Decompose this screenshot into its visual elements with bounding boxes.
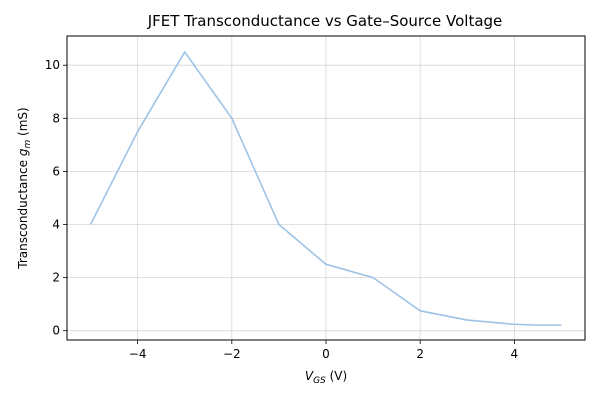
y-tick-label: 8 <box>52 111 60 125</box>
series-layer <box>89 51 562 326</box>
x-tick-label: 0 <box>322 347 330 361</box>
x-axis-label-unit: (V) <box>326 369 347 383</box>
chart-title: JFET Transconductance vs Gate–Source Vol… <box>147 12 503 30</box>
y-axis-label: Transconductance gm (mS) <box>16 107 33 269</box>
x-axis-label: VGS (V) <box>305 369 347 386</box>
y-tick-label: 0 <box>52 324 60 338</box>
y-axis-label-unit: (mS) <box>16 107 30 139</box>
x-tick-label: −4 <box>129 347 147 361</box>
x-axis-label-var: V <box>305 369 314 383</box>
x-tick-label: 4 <box>511 347 519 361</box>
x-tick-label: −2 <box>223 347 241 361</box>
series-line <box>89 51 562 326</box>
y-axis-label-text: Transconductance <box>16 156 30 270</box>
y-tick-label: 6 <box>52 164 60 178</box>
axis-ticks: −4 −2 0 2 4 0 2 4 6 8 10 <box>45 58 518 361</box>
y-tick-label: 4 <box>52 218 60 232</box>
y-tick-label: 2 <box>52 271 60 285</box>
y-tick-label: 10 <box>45 58 60 72</box>
y-axis-label-sub: m <box>23 140 33 149</box>
grid <box>67 36 585 340</box>
x-axis-label-sub: GS <box>313 376 326 386</box>
y-axis-label-var: g <box>16 148 30 156</box>
x-tick-label: 2 <box>416 347 424 361</box>
